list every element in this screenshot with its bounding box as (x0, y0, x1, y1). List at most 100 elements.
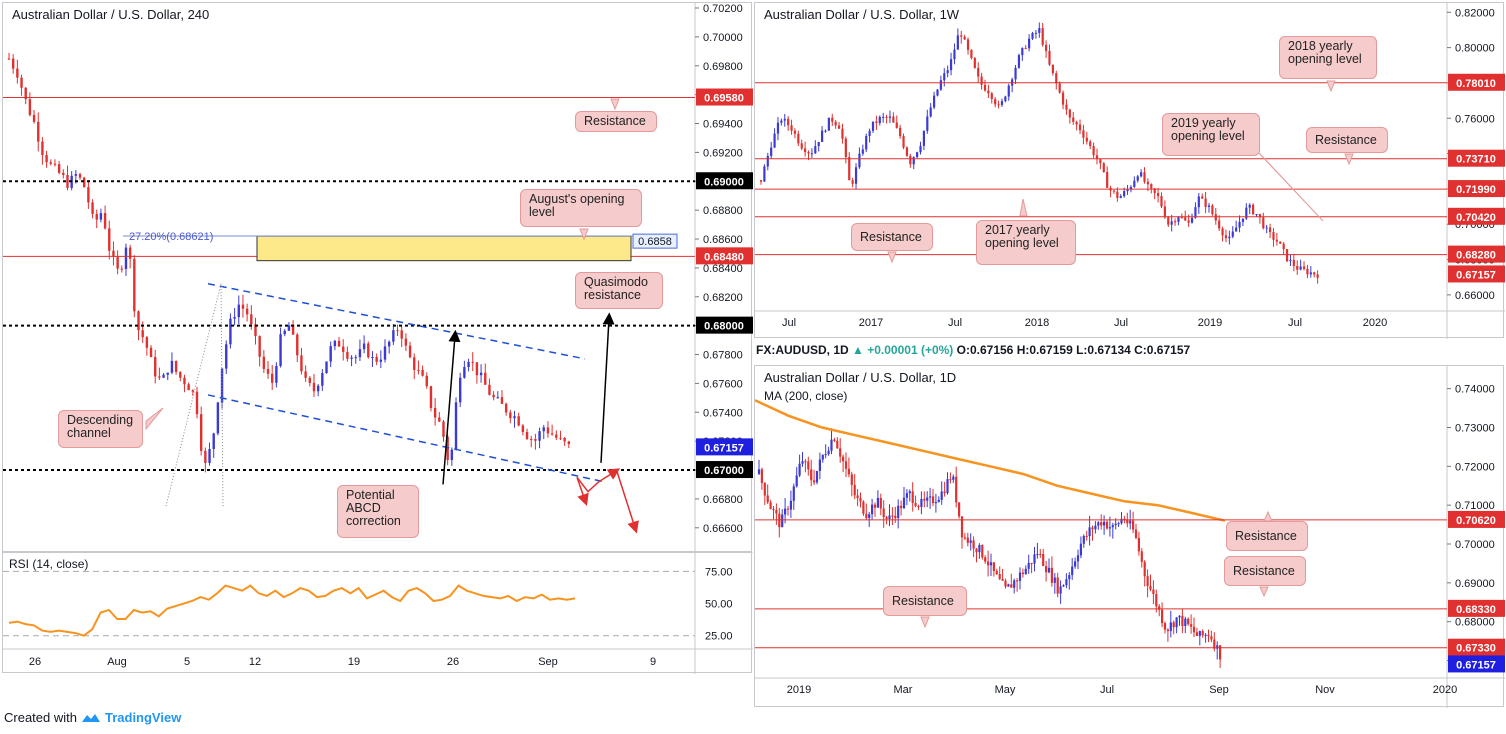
candle-body (902, 497, 906, 509)
candle-body (781, 514, 784, 528)
candle-body (760, 469, 763, 483)
candle-body (1137, 537, 1140, 552)
x-tick-label: 26 (29, 656, 41, 668)
candle-body (909, 155, 912, 165)
chart-4h-canvas[interactable]: 0.702000.700000.698000.696000.694000.692… (3, 3, 753, 553)
candle-body (488, 384, 491, 395)
candle-body (929, 107, 932, 117)
price-level-tag-text: 0.69000 (704, 176, 744, 188)
candle-body (848, 157, 851, 181)
chart-1d-canvas[interactable]: 0.74000 0.73000 0.72000 0.71000 0.70000 0.690… (755, 366, 1505, 708)
candle-body (820, 130, 824, 142)
candle-body (496, 397, 499, 399)
candle-body (1156, 193, 1160, 197)
candle-body (183, 377, 186, 385)
rsi-title: RSI (14, close) (9, 557, 89, 571)
candle-body (137, 311, 140, 331)
price-level-tag-text: 0.70420 (1456, 212, 1496, 224)
candle-body (1201, 196, 1204, 199)
callout-1w-resistance-right: Resistance (1306, 127, 1388, 153)
abcd-arrow-up-2 (600, 312, 615, 463)
rsi-canvas[interactable]: 75.00 50.00 25.00 26 Aug 5 12 19 26 Sep 9 (3, 553, 753, 674)
callout-pointer (1326, 80, 1336, 93)
chart-panel-1d[interactable]: 0.74000 0.73000 0.72000 0.71000 0.70000 0.690… (754, 365, 1505, 708)
candle-body (1021, 572, 1024, 575)
candle-body (7, 58, 11, 60)
price-level-tag-text: 0.73710 (1456, 154, 1496, 166)
candle-body (798, 463, 801, 476)
candle-body (1071, 566, 1074, 576)
candle-body (417, 369, 420, 371)
candle-body (1034, 32, 1038, 34)
candle-body (885, 116, 888, 118)
candle-body (851, 180, 854, 184)
candle-body (362, 343, 366, 350)
x-tick-label: Mar (894, 684, 913, 696)
rsi-panel[interactable]: 75.00 50.00 25.00 26 Aug 5 12 19 26 Sep 9 RSI (14,… (2, 552, 753, 674)
ma200-line (755, 399, 1226, 522)
candle-body (57, 164, 61, 173)
candle-body (1058, 83, 1061, 93)
x-tick-label: Jul (782, 317, 796, 329)
candle-body (987, 90, 990, 94)
zone-value-text: 0.6858 (638, 236, 672, 248)
candle-body (882, 116, 885, 118)
candle-body (1126, 189, 1129, 192)
candle-body (1094, 525, 1097, 530)
candle-body (308, 377, 311, 383)
candle-body (876, 497, 879, 508)
candle-body (1041, 28, 1044, 45)
ohlc-low: L:0.67134 (1076, 343, 1131, 357)
candle-body (1238, 221, 1241, 228)
candle-body (124, 247, 128, 269)
candle-body (542, 427, 545, 432)
candle-body (1133, 180, 1136, 187)
candle-body (162, 374, 165, 378)
candle-body (859, 498, 862, 502)
price-level-tag (1448, 180, 1505, 198)
candle-body (208, 448, 211, 463)
red-arrow (616, 471, 639, 534)
candle-body (1075, 121, 1078, 125)
candle-body (763, 482, 766, 496)
tradingview-logo-icon (81, 713, 100, 722)
callout-pointer (145, 407, 164, 431)
candle-body (1187, 220, 1190, 223)
callout-1d-resistance-top: Resistance (1226, 521, 1308, 551)
candle-body (856, 495, 859, 499)
candle-body (1172, 622, 1175, 628)
candle-body (1150, 184, 1153, 189)
candle-body (32, 114, 36, 122)
candle-body (900, 505, 903, 509)
candle-body (943, 73, 946, 81)
candle-body (454, 402, 458, 450)
candle-body (833, 439, 836, 441)
candle-body (810, 153, 814, 155)
candle-body (824, 454, 827, 456)
candle-body (978, 544, 981, 553)
candle-body (1117, 523, 1120, 525)
x-tick-label: 12 (249, 656, 261, 668)
ohlc-change: ▲ +0.00001 (+0%) (852, 343, 954, 357)
x-tick-label: May (995, 684, 1016, 696)
chart-1w-canvas[interactable]: 0.820000.800000.780000.760000.740000.720… (755, 3, 1505, 339)
candle-body (37, 121, 40, 142)
chart-4h-title: Australian Dollar / U.S. Dollar, 240 (12, 7, 210, 22)
chart-1w-title: Australian Dollar / U.S. Dollar, 1W (764, 7, 960, 22)
candle-body (1178, 615, 1181, 618)
candle-body (980, 76, 983, 85)
callout-pointer (920, 616, 930, 629)
ohlc-header: FX:AUDUSD, 1D ▲ +0.00001 (+0%) O:0.67156… (756, 343, 1190, 357)
tradingview-brand[interactable]: TradingView (104, 710, 182, 725)
chart-panel-1w[interactable]: 0.820000.800000.780000.760000.740000.720… (754, 2, 1505, 339)
callout-pointer (1259, 586, 1269, 598)
candle-body (981, 544, 984, 558)
candle-body (1119, 196, 1122, 198)
candle-body (1105, 521, 1109, 529)
candle-body (989, 562, 993, 566)
candle-body (195, 391, 199, 415)
candle-body (998, 574, 1001, 579)
candle-body (467, 361, 470, 368)
candle-body (854, 167, 858, 184)
candle-body (1219, 645, 1222, 660)
